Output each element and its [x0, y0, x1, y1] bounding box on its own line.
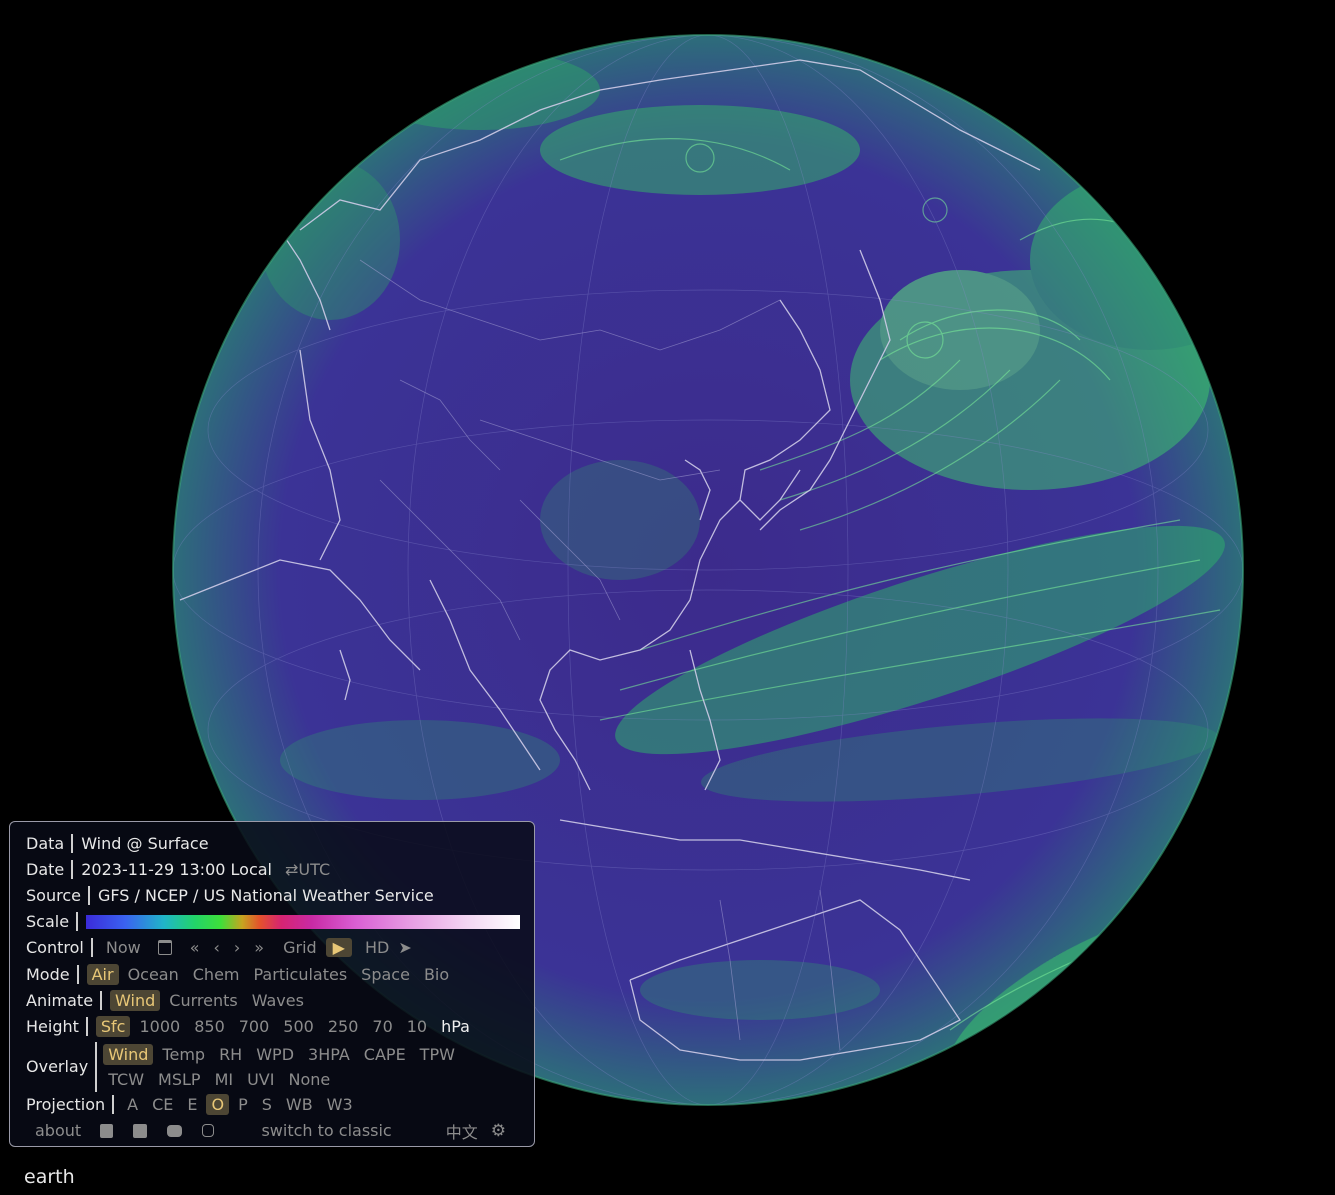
forward-fast-icon[interactable]: » — [254, 938, 265, 958]
twitter-icon[interactable] — [133, 1123, 147, 1138]
projection-w3[interactable]: W3 — [326, 1095, 353, 1115]
overlay-none[interactable]: None — [288, 1069, 331, 1089]
source-value: GFS / NCEP / US National Weather Service — [97, 885, 434, 905]
overlay-cape[interactable]: CAPE — [363, 1044, 406, 1064]
overlay-label: Overlay — [26, 1057, 89, 1076]
height-sfc[interactable]: Sfc — [95, 1015, 131, 1037]
overlay-tcw[interactable]: TCW — [108, 1069, 145, 1089]
divider — [100, 990, 103, 1010]
source-label: Source — [26, 885, 81, 905]
height-10[interactable]: 10 — [406, 1016, 428, 1036]
source-row: Source GFS / NCEP / US National Weather … — [26, 882, 520, 908]
calendar-icon[interactable] — [157, 940, 172, 956]
projection-ce[interactable]: CE — [152, 1095, 174, 1115]
mode-ocean[interactable]: Ocean — [127, 964, 179, 984]
projection-p[interactable]: P — [238, 1095, 248, 1115]
projection-label: Projection — [26, 1095, 106, 1115]
animate-waves[interactable]: Waves — [251, 990, 304, 1010]
borders — [359, 259, 841, 1051]
projection-a[interactable]: A — [127, 1095, 139, 1115]
scale-row: Scale — [26, 909, 520, 935]
animate-label: Animate — [26, 990, 94, 1010]
control-row: Control Now « ‹ › » Grid ▶ HD ➤ — [26, 935, 520, 961]
mode-label: Mode — [26, 964, 70, 984]
grid-button[interactable]: Grid — [283, 938, 317, 958]
control-label: Control — [26, 938, 84, 958]
mode-space[interactable]: Space — [361, 964, 410, 984]
facebook-icon[interactable] — [100, 1123, 114, 1138]
overlay-temp[interactable]: Temp — [162, 1044, 206, 1064]
coastlines — [179, 59, 1041, 1061]
mode-particulates[interactable]: Particulates — [253, 964, 348, 984]
height-unit: hPa — [441, 1016, 470, 1036]
divider — [85, 1016, 88, 1036]
height-70[interactable]: 70 — [372, 1016, 393, 1036]
back-icon[interactable]: ‹ — [213, 938, 220, 958]
projection-wb[interactable]: WB — [285, 1095, 313, 1115]
overlay-row: Overlay Wind Temp RH WPD 3HPA CAPE TPW T… — [26, 1041, 520, 1092]
overlay-mi[interactable]: MI — [214, 1069, 234, 1089]
date-label: Date — [26, 859, 65, 879]
hd-button[interactable]: HD — [364, 938, 390, 958]
data-label: Data — [26, 833, 65, 853]
height-row: Height Sfc 1000 850 700 500 250 70 10 hP… — [26, 1013, 520, 1039]
divider — [71, 833, 74, 853]
divider — [112, 1095, 115, 1115]
gear-icon[interactable]: ⚙ — [490, 1120, 506, 1141]
projection-o[interactable]: O — [206, 1094, 230, 1116]
utc-toggle[interactable]: ⇄UTC — [284, 859, 331, 879]
overlay-wind[interactable]: Wind — [103, 1043, 154, 1065]
language-link[interactable]: 中文 — [445, 1122, 478, 1142]
divider — [76, 912, 79, 932]
overlay-tpw[interactable]: TPW — [419, 1044, 455, 1064]
mode-air[interactable]: Air — [86, 963, 119, 985]
back-fast-icon[interactable]: « — [189, 938, 200, 958]
height-850[interactable]: 850 — [194, 1016, 225, 1036]
about-link[interactable]: about — [35, 1121, 82, 1141]
overlay-uvi[interactable]: UVI — [247, 1069, 275, 1089]
projection-s[interactable]: S — [261, 1095, 272, 1115]
overlay-mslp[interactable]: MSLP — [158, 1069, 201, 1089]
graticule — [173, 35, 1243, 1105]
forward-icon[interactable]: › — [233, 938, 241, 958]
brand-label[interactable]: earth — [24, 1166, 75, 1188]
divider — [76, 964, 79, 984]
mode-chem[interactable]: Chem — [192, 964, 240, 984]
mode-row: Mode Air Ocean Chem Particulates Space B… — [26, 961, 520, 987]
animate-wind[interactable]: Wind — [110, 989, 161, 1011]
height-label: Height — [26, 1016, 79, 1036]
divider — [87, 885, 90, 905]
youtube-icon[interactable] — [166, 1124, 182, 1137]
divider — [90, 938, 93, 958]
footer-row: about switch to classic 中文 ⚙ — [26, 1118, 520, 1144]
animate-currents[interactable]: Currents — [169, 990, 238, 1010]
date-value[interactable]: 2023-11-29 13:00 Local — [81, 859, 272, 879]
animate-row: Animate Wind Currents Waves — [26, 987, 520, 1013]
control-panel: Data Wind @ Surface Date 2023-11-29 13:0… — [9, 821, 535, 1147]
data-row: Data Wind @ Surface — [26, 830, 520, 856]
locate-icon[interactable]: ➤ — [398, 938, 412, 958]
instagram-icon[interactable] — [202, 1124, 215, 1138]
divider — [71, 859, 74, 879]
mode-bio[interactable]: Bio — [423, 964, 450, 984]
overlay-3hpa[interactable]: 3HPA — [308, 1044, 350, 1064]
date-row: Date 2023-11-29 13:00 Local ⇄UTC — [26, 856, 520, 882]
overlay-wpd[interactable]: WPD — [256, 1044, 295, 1064]
overlay-rh[interactable]: RH — [219, 1044, 243, 1064]
projection-row: Projection A CE E O P S WB W3 — [26, 1092, 520, 1118]
height-1000[interactable]: 1000 — [139, 1016, 181, 1036]
overlay-options: Wind Temp RH WPD 3HPA CAPE TPW TCW MSLP … — [95, 1041, 464, 1092]
data-value[interactable]: Wind @ Surface — [81, 833, 209, 853]
height-500[interactable]: 500 — [283, 1016, 314, 1036]
color-scale-bar[interactable] — [86, 914, 520, 929]
height-250[interactable]: 250 — [327, 1016, 359, 1036]
now-button[interactable]: Now — [105, 938, 141, 958]
projection-e[interactable]: E — [187, 1095, 198, 1115]
switch-classic-link[interactable]: switch to classic — [261, 1121, 392, 1141]
scale-label: Scale — [26, 912, 70, 932]
play-icon[interactable]: ▶ — [325, 938, 352, 958]
height-700[interactable]: 700 — [238, 1016, 270, 1036]
